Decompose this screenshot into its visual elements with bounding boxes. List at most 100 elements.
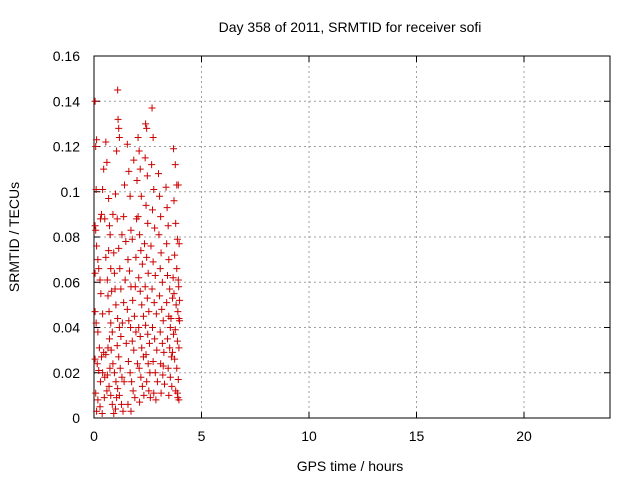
data-point bbox=[142, 351, 150, 359]
data-point bbox=[129, 387, 137, 395]
data-point bbox=[115, 353, 123, 361]
data-point bbox=[160, 348, 168, 356]
data-point bbox=[144, 269, 152, 277]
data-point bbox=[138, 260, 146, 268]
data-point bbox=[156, 292, 164, 300]
data-point bbox=[149, 357, 157, 365]
data-point bbox=[151, 335, 159, 343]
data-point bbox=[130, 346, 138, 354]
data-points bbox=[91, 86, 184, 417]
data-point bbox=[143, 124, 151, 132]
data-point bbox=[110, 249, 118, 257]
data-point bbox=[139, 312, 147, 320]
data-point bbox=[112, 301, 120, 309]
data-point bbox=[137, 373, 145, 381]
data-point bbox=[106, 364, 114, 372]
data-point bbox=[169, 274, 177, 282]
data-point bbox=[141, 283, 149, 291]
data-point bbox=[124, 256, 132, 264]
data-point bbox=[135, 274, 143, 282]
x-tick-label: 20 bbox=[516, 428, 532, 444]
data-point bbox=[93, 360, 101, 368]
data-point bbox=[105, 247, 113, 255]
data-point bbox=[171, 251, 179, 259]
data-point bbox=[96, 276, 104, 284]
data-point bbox=[105, 222, 113, 230]
data-point bbox=[99, 369, 107, 377]
data-point bbox=[170, 330, 178, 338]
data-point bbox=[105, 382, 113, 390]
data-point bbox=[107, 391, 115, 399]
data-point bbox=[141, 154, 149, 162]
data-point bbox=[135, 364, 143, 372]
data-point bbox=[162, 183, 170, 191]
data-point bbox=[133, 360, 141, 368]
data-point bbox=[171, 161, 179, 169]
data-point bbox=[96, 378, 104, 386]
data-point bbox=[142, 120, 150, 128]
data-point bbox=[95, 265, 103, 273]
data-point bbox=[155, 170, 162, 178]
data-point bbox=[128, 235, 136, 243]
data-point bbox=[107, 319, 115, 327]
data-point bbox=[107, 265, 115, 273]
data-point bbox=[115, 124, 123, 132]
data-point bbox=[114, 115, 122, 123]
data-point bbox=[121, 276, 129, 284]
data-point bbox=[174, 276, 182, 284]
data-point bbox=[156, 328, 164, 336]
data-point bbox=[150, 185, 158, 193]
y-tick-label: 0.06 bbox=[53, 274, 80, 290]
data-point bbox=[145, 308, 153, 316]
data-point bbox=[115, 244, 123, 252]
data-point bbox=[117, 333, 125, 341]
data-point bbox=[91, 222, 99, 230]
data-point bbox=[102, 253, 110, 261]
data-point bbox=[167, 314, 175, 322]
axis-ticks bbox=[93, 55, 610, 419]
data-point bbox=[127, 226, 135, 234]
data-point bbox=[105, 335, 113, 343]
data-point bbox=[124, 400, 132, 408]
data-point bbox=[108, 400, 116, 408]
data-point bbox=[137, 247, 145, 255]
data-point bbox=[158, 305, 166, 313]
data-point bbox=[107, 346, 115, 354]
data-point bbox=[127, 407, 135, 415]
y-tick-label: 0 bbox=[72, 410, 80, 426]
data-point bbox=[120, 299, 128, 307]
data-point bbox=[118, 319, 126, 327]
x-tick-label: 5 bbox=[198, 428, 206, 444]
data-point bbox=[171, 355, 179, 363]
data-point bbox=[128, 378, 136, 386]
data-point bbox=[106, 231, 114, 239]
data-point bbox=[157, 213, 165, 221]
data-point bbox=[156, 265, 164, 273]
data-point bbox=[94, 328, 102, 336]
data-point bbox=[92, 389, 100, 397]
data-point bbox=[170, 145, 178, 153]
data-point bbox=[144, 360, 152, 368]
data-point bbox=[91, 308, 99, 316]
data-point bbox=[95, 344, 103, 352]
data-point bbox=[113, 215, 121, 223]
data-point bbox=[130, 312, 138, 320]
data-point bbox=[92, 226, 100, 234]
data-point bbox=[138, 301, 146, 309]
data-point bbox=[112, 378, 120, 386]
data-point bbox=[152, 396, 160, 404]
data-point bbox=[136, 333, 144, 341]
data-point bbox=[142, 321, 150, 329]
data-point bbox=[145, 339, 153, 347]
data-point bbox=[164, 271, 172, 279]
plot-frame bbox=[93, 55, 611, 419]
data-point bbox=[149, 133, 157, 141]
data-point bbox=[136, 398, 144, 406]
data-point bbox=[173, 265, 181, 273]
data-point bbox=[148, 161, 156, 169]
x-axis-label: GPS time / hours bbox=[297, 458, 404, 474]
data-point bbox=[149, 258, 157, 266]
data-point bbox=[142, 201, 150, 209]
data-point bbox=[138, 382, 146, 390]
